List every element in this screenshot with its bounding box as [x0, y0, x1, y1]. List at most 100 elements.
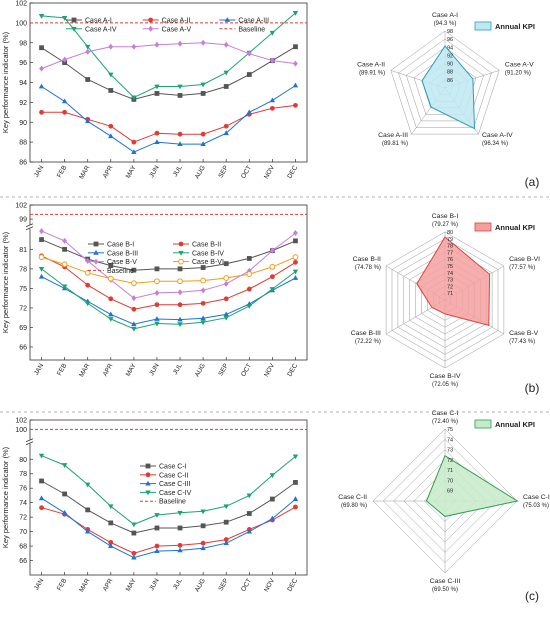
- series-case-a-iv: [38, 11, 299, 101]
- radar-value-label: (77.43 %): [509, 339, 535, 345]
- x-tick-label: JUN: [148, 362, 161, 377]
- y-tick-label: 86: [19, 160, 27, 167]
- data-point: [177, 302, 183, 308]
- y-tick-label: 80: [19, 457, 27, 464]
- legend-label: Case A-I: [85, 18, 112, 25]
- radar-value-label: (69.50 %): [432, 587, 458, 593]
- data-point: [177, 40, 183, 47]
- data-point: [131, 550, 137, 556]
- radar-tick-label: 79: [447, 237, 453, 243]
- radar-tick-label: 71: [447, 291, 453, 297]
- legend: Case A-I Case A-II Case A-III Case A-IV Case…: [66, 17, 269, 33]
- data-point: [85, 118, 91, 124]
- radar-axis-label: Case A-V: [505, 62, 534, 69]
- legend-label: Case B-I: [107, 242, 134, 249]
- data-point: [223, 540, 229, 546]
- series-case-b-ii: [39, 253, 298, 312]
- data-point: [85, 48, 91, 55]
- y-axis-label: Key performance indicator (%): [1, 231, 10, 333]
- y-tick-label: 72: [19, 305, 27, 312]
- data-point: [223, 296, 229, 302]
- x-tick-label: MAR: [78, 577, 91, 593]
- radar-tick-label: 75: [447, 264, 453, 270]
- data-point: [85, 482, 91, 488]
- legend-marker: [178, 250, 184, 256]
- y-tick-label: 100: [15, 20, 27, 27]
- radar-tick-label: 72: [447, 284, 453, 290]
- series-case-a-ii: [39, 102, 298, 145]
- data-point: [293, 102, 298, 108]
- radar-value-label: (89.91 %): [359, 71, 385, 77]
- legend-label: Case B-VI: [192, 259, 224, 266]
- data-point: [38, 254, 45, 261]
- y-tick-label: 66: [19, 344, 27, 351]
- x-tick-label: FEB: [56, 363, 68, 377]
- data-point: [293, 259, 298, 265]
- data-point: [131, 326, 137, 332]
- data-point: [131, 530, 137, 536]
- series-line: [41, 104, 296, 143]
- legend-label: Case B-V: [107, 259, 137, 266]
- data-point: [154, 278, 160, 285]
- radar-value-label: (77.57 %): [509, 265, 535, 271]
- data-point: [293, 480, 298, 485]
- series-line: [41, 276, 296, 325]
- radar-value-label: (72.22 %): [355, 339, 381, 345]
- data-point: [269, 105, 275, 111]
- series-case-a-v: [39, 39, 298, 72]
- radar-axis-label: Case B-VI: [509, 256, 540, 263]
- data-point: [246, 109, 252, 115]
- data-point: [108, 72, 114, 78]
- radar-tick-label: 96: [447, 37, 453, 43]
- data-point: [177, 289, 183, 296]
- radar-legend-label: Annual KPI: [495, 420, 535, 429]
- data-point: [223, 123, 229, 129]
- data-point: [246, 50, 252, 57]
- radar-tick-label: 80: [447, 230, 453, 236]
- data-point: [85, 44, 91, 50]
- y-axis-label: Key performance indicator (%): [1, 446, 10, 548]
- data-point: [223, 504, 229, 510]
- data-point: [200, 277, 207, 284]
- legend-marker: [93, 258, 99, 265]
- data-point: [154, 130, 160, 136]
- data-point: [131, 139, 137, 145]
- data-point: [269, 496, 275, 502]
- data-point: [39, 65, 44, 72]
- data-point: [108, 43, 114, 50]
- data-point: [85, 258, 91, 265]
- data-point: [131, 95, 137, 101]
- legend-label: Case A-IV: [85, 26, 117, 33]
- radar-axis-label: Case B-II: [353, 256, 381, 263]
- radar-legend-swatch: [474, 222, 492, 232]
- radar-axis-label: Case C-III: [430, 578, 461, 585]
- series-line: [41, 268, 296, 330]
- x-tick-label: SEP: [217, 165, 230, 180]
- data-point: [108, 263, 114, 269]
- legend-marker: [145, 480, 151, 486]
- x-tick-label: AUG: [194, 363, 207, 379]
- y-tick-label: 81: [19, 247, 27, 254]
- x-tick-label: MAY: [125, 577, 138, 593]
- x-tick-label: AUG: [194, 165, 207, 181]
- data-point: [223, 537, 229, 542]
- data-point: [39, 478, 44, 484]
- x-tick-label: SEP: [217, 578, 230, 593]
- data-point: [108, 311, 114, 317]
- data-point: [62, 491, 68, 497]
- axis-break-gap: [27, 439, 33, 444]
- series-line: [41, 85, 296, 153]
- x-tick-label: NOV: [263, 164, 276, 180]
- legend-marker: [93, 249, 99, 255]
- radar-area: [416, 236, 491, 326]
- x-tick-label: JUL: [172, 164, 184, 178]
- panel-2: 66 68 70 72 74 76 78 80 100 102 Key performance in…: [1, 410, 550, 603]
- data-point: [223, 311, 229, 317]
- series-line: [41, 497, 296, 559]
- legend-marker: [71, 26, 77, 32]
- data-point: [154, 543, 160, 549]
- data-point: [292, 82, 299, 88]
- data-point: [246, 286, 252, 292]
- data-point: [38, 453, 45, 459]
